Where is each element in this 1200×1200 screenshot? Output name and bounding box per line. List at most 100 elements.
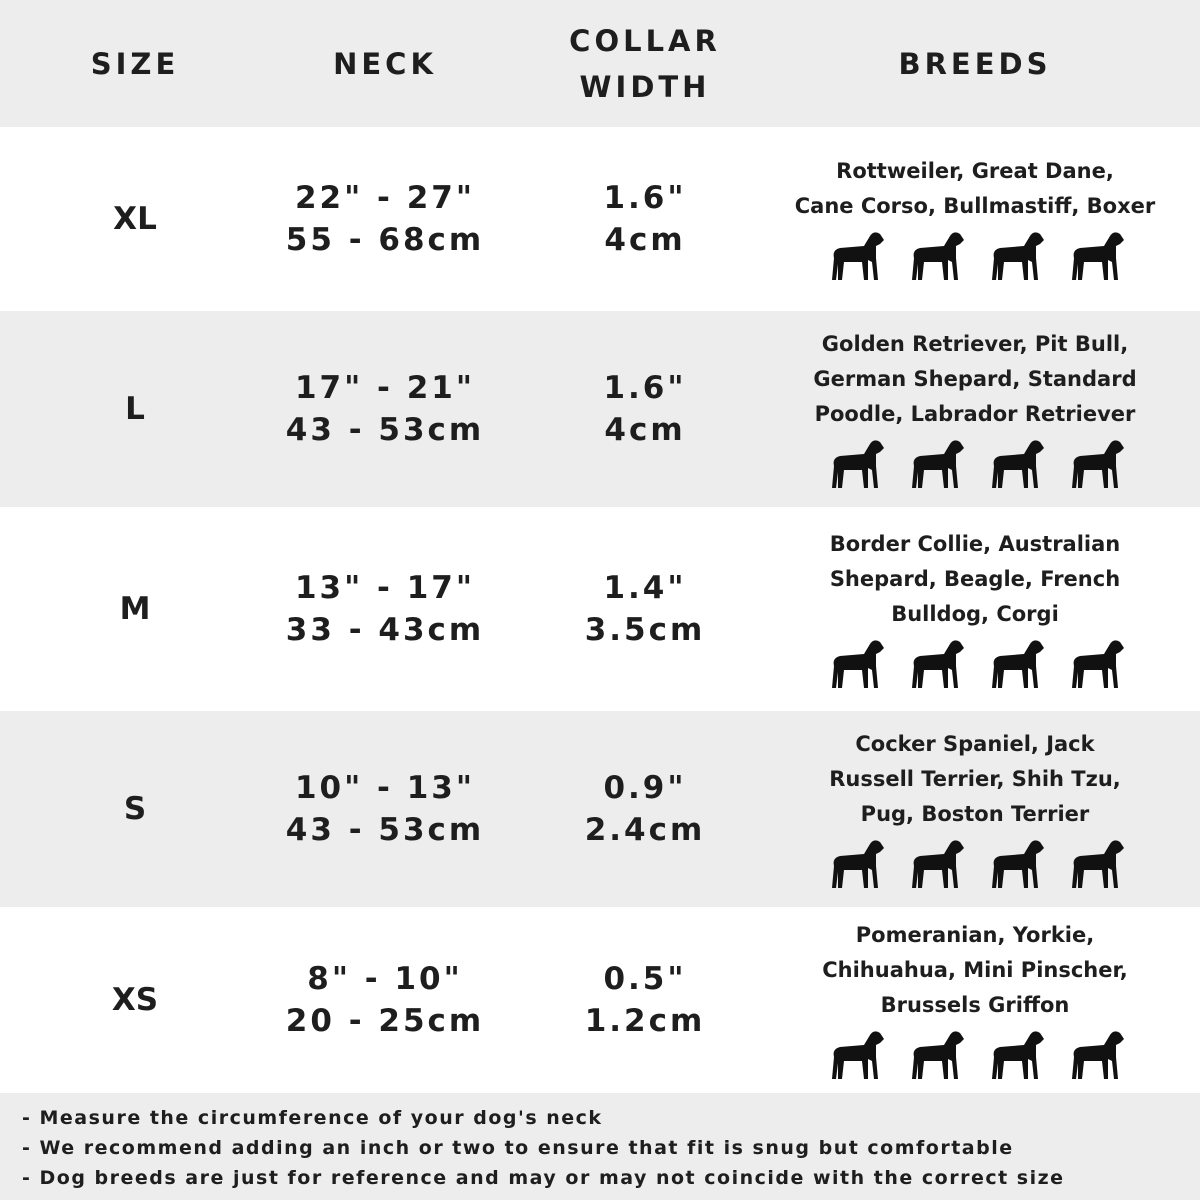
neck-cell: 17" - 21" 43 - 53cm: [235, 311, 535, 507]
breed-line: Cane Corso, Bullmastiff, Boxer: [794, 194, 1156, 218]
breed-line: Pomeranian, Yorkie,: [855, 922, 1095, 947]
neck-cm: 55 - 68cm: [285, 222, 485, 258]
size-label: XS: [111, 982, 159, 1018]
breed-line: Chihuahua, Mini Pinscher,: [822, 957, 1128, 982]
jack-russell-icon: [912, 839, 964, 888]
size-cell: XS: [35, 907, 235, 1093]
breed-line: German Shepard, Standard: [813, 366, 1137, 391]
size-label: L: [125, 391, 145, 427]
breed-line: Golden Retriever, Pit Bull,: [821, 331, 1129, 356]
collar-width-cell: 0.5" 1.2cm: [535, 907, 755, 1093]
header-width-label: WIDTH: [579, 69, 711, 104]
breed-line: Rottweiler, Great Dane,: [836, 159, 1114, 183]
table-row: L 17" - 21" 43 - 53cm 1.6" 4cm Golden Retr…: [0, 311, 1200, 507]
border-collie-icon: [832, 639, 884, 688]
labrador-icon: [912, 439, 964, 488]
breed-line: Border Collie, Australian: [829, 531, 1121, 556]
width-inches: 1.6": [603, 180, 687, 216]
size-label: S: [123, 791, 147, 827]
breed-line: Brussels Griffon: [880, 992, 1070, 1017]
footer-note: - Measure the circumference of your dog'…: [22, 1107, 603, 1129]
size-cell: S: [35, 711, 235, 907]
header-size: SIZE: [35, 0, 235, 127]
collar-width-cell: 1.4" 3.5cm: [535, 507, 755, 711]
cane-corso-icon: [992, 232, 1044, 280]
neck-cell: 22" - 27" 55 - 68cm: [235, 127, 535, 311]
breeds-cell: Cocker Spaniel, Jack Russell Terrier, Shi…: [770, 711, 1180, 907]
footer-notes: - Measure the circumference of your dog'…: [0, 1093, 1200, 1200]
width-cm: 1.2cm: [584, 1003, 706, 1039]
breeds-cell: Rottweiler, Great Dane, Cane Corso, Bullm…: [770, 127, 1180, 311]
breed-silhouettes: [824, 1027, 1126, 1083]
collar-width-cell: 1.6" 4cm: [535, 311, 755, 507]
poodle-icon: [992, 439, 1044, 488]
footer-note: - We recommend adding an inch or two to …: [22, 1137, 1014, 1159]
mini-pinscher-icon: [1072, 1030, 1124, 1079]
size-label: M: [119, 591, 151, 627]
collar-width-cell: 0.9" 2.4cm: [535, 711, 755, 907]
neck-cm: 43 - 53cm: [285, 412, 485, 448]
neck-cm: 20 - 25cm: [285, 1003, 485, 1039]
header-breeds-label: BREEDS: [898, 46, 1052, 81]
header-collar-width: COLLAR WIDTH: [535, 0, 755, 127]
neck-inches: 13" - 17": [294, 570, 476, 606]
collar-width-cell: 1.6" 4cm: [535, 127, 755, 311]
neck-cm: 43 - 53cm: [285, 812, 485, 848]
width-inches: 0.9": [603, 770, 687, 806]
french-bulldog-icon: [992, 639, 1044, 688]
breed-line: Shepard, Beagle, French: [829, 566, 1121, 591]
header-collar-label: COLLAR: [569, 23, 721, 58]
breed-silhouettes: [824, 436, 1126, 492]
neck-cell: 10" - 13" 43 - 53cm: [235, 711, 535, 907]
breed-silhouettes: [824, 228, 1126, 284]
breed-line: Cocker Spaniel, Jack: [855, 731, 1095, 756]
breeds-cell: Pomeranian, Yorkie, Chihuahua, Mini Pinsc…: [770, 907, 1180, 1093]
size-cell: M: [35, 507, 235, 711]
breed-silhouettes: [824, 836, 1126, 892]
size-label: XL: [113, 201, 157, 237]
pug-icon: [1072, 839, 1124, 888]
neck-cell: 8" - 10" 20 - 25cm: [235, 907, 535, 1093]
header-neck: NECK: [235, 0, 535, 127]
breed-line: Poodle, Labrador Retriever: [814, 401, 1136, 426]
width-cm: 2.4cm: [584, 812, 706, 848]
neck-cm: 33 - 43cm: [285, 612, 485, 648]
table-row: XL 22" - 27" 55 - 68cm 1.6" 4cm Rottweiler…: [0, 127, 1200, 311]
header-size-label: SIZE: [90, 46, 180, 81]
pomeranian-icon: [832, 1030, 884, 1079]
size-cell: L: [35, 311, 235, 507]
corgi-icon: [1072, 639, 1124, 688]
footer-note: - Dog breeds are just for reference and …: [22, 1167, 1065, 1189]
neck-cell: 13" - 17" 33 - 43cm: [235, 507, 535, 711]
golden-retriever-icon: [832, 439, 884, 488]
size-cell: XL: [35, 127, 235, 311]
breeds-cell: Border Collie, Australian Shepard, Beagle…: [770, 507, 1180, 711]
width-cm: 4cm: [604, 412, 686, 448]
cocker-spaniel-icon: [832, 839, 884, 888]
table-row: XS 8" - 10" 20 - 25cm 0.5" 1.2cm Pomerania…: [0, 907, 1200, 1093]
yorkie-icon: [912, 1030, 964, 1079]
breed-line: Pug, Boston Terrier: [860, 801, 1090, 826]
shih-tzu-icon: [992, 839, 1044, 888]
beagle-icon: [912, 639, 964, 688]
breeds-cell: Golden Retriever, Pit Bull, German Shepar…: [770, 311, 1180, 507]
chihuahua-icon: [992, 1030, 1044, 1079]
neck-inches: 22" - 27": [294, 180, 476, 216]
table-row: S 10" - 13" 43 - 53cm 0.9" 2.4cm Cocker Sp…: [0, 711, 1200, 907]
rottweiler-icon: [832, 232, 884, 280]
bullmastiff-icon: [1072, 232, 1124, 280]
neck-inches: 8" - 10": [307, 961, 463, 997]
neck-inches: 10" - 13": [294, 770, 476, 806]
neck-inches: 17" - 21": [294, 370, 476, 406]
table-header: SIZE NECK COLLAR WIDTH BREEDS: [0, 0, 1200, 127]
german-shepherd-icon: [1072, 439, 1124, 488]
width-cm: 3.5cm: [584, 612, 706, 648]
table-row: M 13" - 17" 33 - 43cm 1.4" 3.5cm Border Co…: [0, 507, 1200, 711]
width-inches: 1.4": [603, 570, 687, 606]
width-cm: 4cm: [604, 222, 686, 258]
great-dane-icon: [912, 232, 964, 280]
breed-silhouettes: [824, 636, 1126, 692]
breed-line: Bulldog, Corgi: [891, 601, 1059, 626]
width-inches: 0.5": [603, 961, 687, 997]
width-inches: 1.6": [603, 370, 687, 406]
